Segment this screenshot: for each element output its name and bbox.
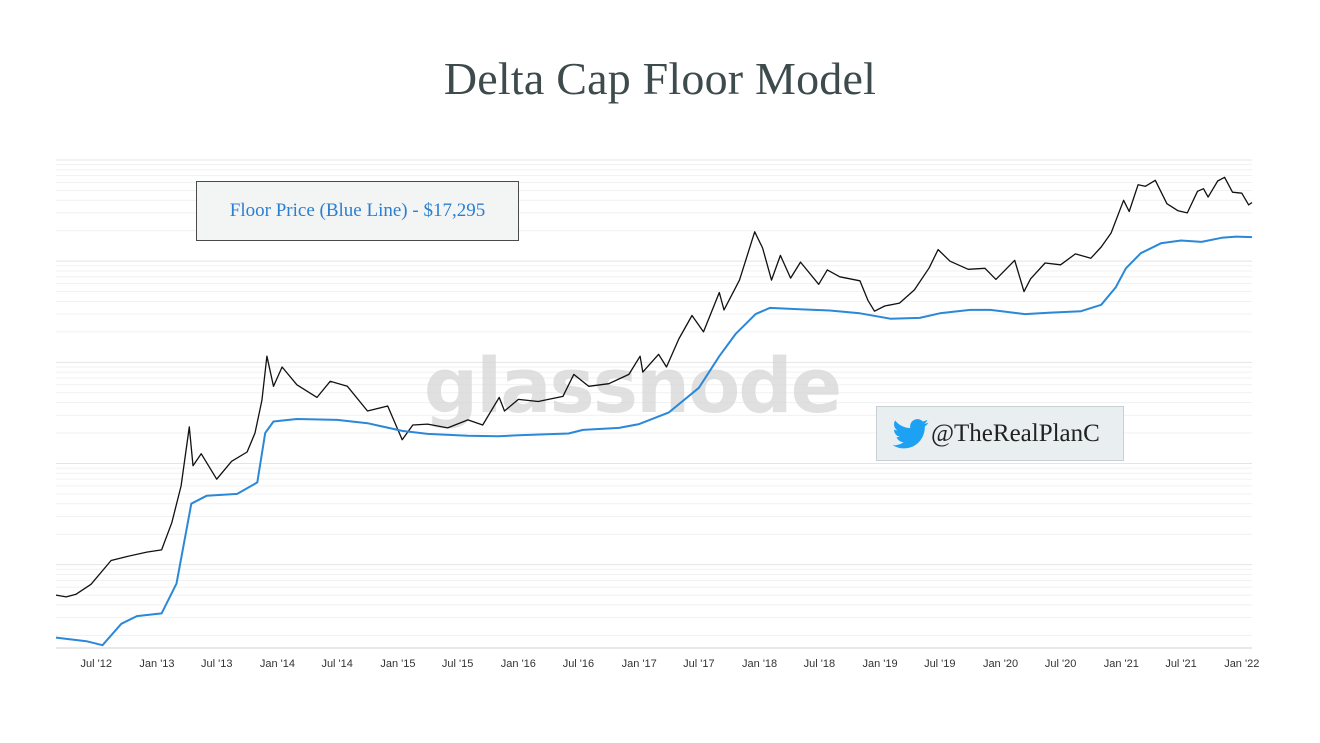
x-tick-label: Jul '16 <box>563 658 594 670</box>
x-tick-label: Jan '19 <box>862 658 897 670</box>
floor-price-annotation: Floor Price (Blue Line) - $17,295 <box>196 181 519 241</box>
x-tick-label: Jan '17 <box>622 658 657 670</box>
x-tick-label: Jul '17 <box>683 658 714 670</box>
price-line <box>55 176 1253 598</box>
page-title: Delta Cap Floor Model <box>443 53 877 104</box>
x-tick-label: Jan '21 <box>1104 658 1139 670</box>
floor-price-line <box>55 235 1253 647</box>
x-tick-label: Jan '14 <box>260 658 295 670</box>
twitter-credit: @TheRealPlanC <box>876 406 1124 461</box>
x-tick-label: Jul '13 <box>201 658 232 670</box>
x-tick-label: Jul '12 <box>81 658 112 670</box>
x-tick-label: Jul '20 <box>1045 658 1076 670</box>
x-tick-label: Jul '18 <box>804 658 835 670</box>
x-tick-label: Jul '15 <box>442 658 473 670</box>
floor-price-text: Floor Price (Blue Line) - $17,295 <box>229 200 486 221</box>
twitter-bird-icon <box>892 418 929 449</box>
x-tick-label: Jan '22 <box>1224 658 1259 670</box>
x-tick-label: Jul '19 <box>924 658 955 670</box>
x-axis: Jul '12 Jan '13 Jul '13 Jan '14 Jul '14 Jan '… <box>81 658 1260 670</box>
x-tick-label: Jan '15 <box>380 658 415 670</box>
x-tick-label: Jan '16 <box>501 658 536 670</box>
watermark: glassnode <box>424 341 840 430</box>
x-tick-label: Jan '18 <box>742 658 777 670</box>
series-layer <box>55 176 1253 647</box>
x-tick-label: Jul '21 <box>1165 658 1196 670</box>
twitter-handle: @TheRealPlanC <box>931 419 1100 447</box>
x-tick-label: Jan '20 <box>983 658 1018 670</box>
x-tick-label: Jul '14 <box>321 658 352 670</box>
x-tick-label: Jan '13 <box>139 658 174 670</box>
